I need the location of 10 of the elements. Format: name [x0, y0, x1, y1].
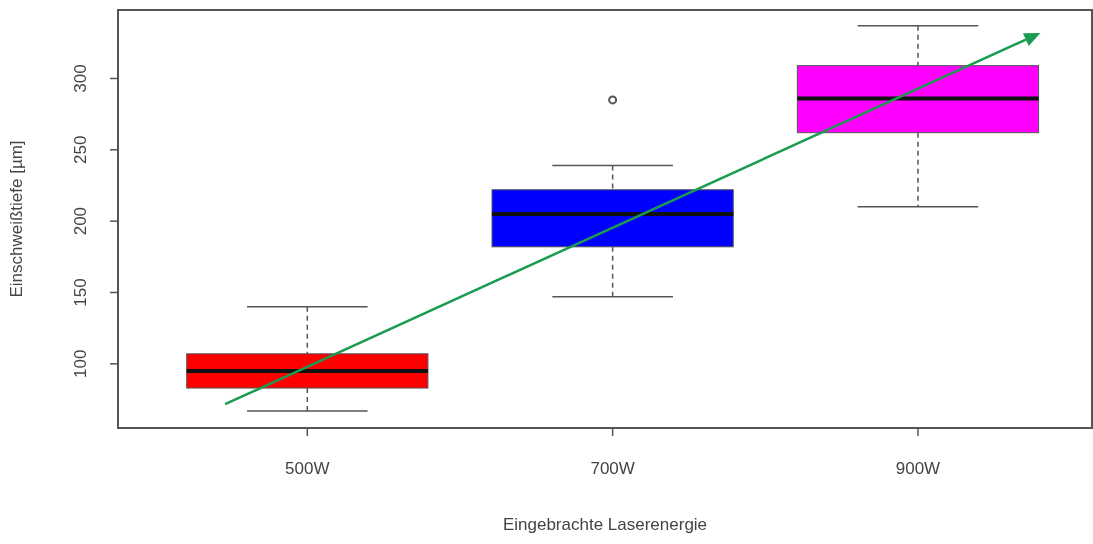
y-tick-label: 100	[71, 349, 90, 378]
y-axis-title: Einschweißtiefe [µm]	[7, 140, 26, 298]
y-tick-label: 300	[71, 64, 90, 93]
y-tick-label: 150	[71, 278, 90, 307]
y-tick-label: 200	[71, 206, 90, 236]
x-tick-label: 500W	[285, 459, 330, 478]
x-tick-label: 900W	[895, 459, 941, 478]
y-tick-label: 250	[71, 135, 90, 164]
x-axis-title: Eingebrachte Laserenergie	[502, 515, 708, 534]
x-tick-label: 700W	[590, 459, 635, 478]
